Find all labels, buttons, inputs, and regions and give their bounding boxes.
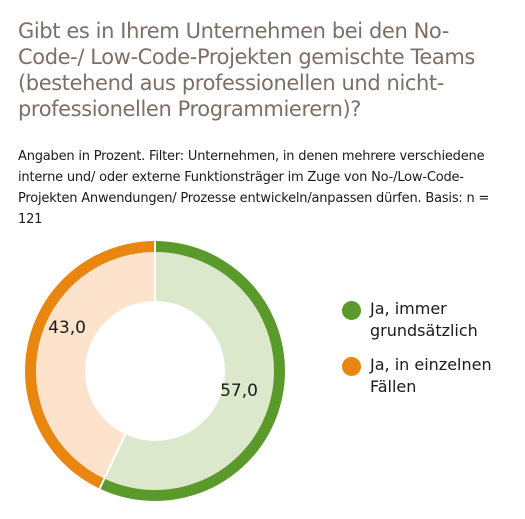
legend-label: Ja, immer grundsätzlich	[370, 299, 478, 340]
chart-title: Gibt es in Ihrem Unternehmen bei den No-…	[18, 19, 475, 121]
chart-legend: Ja, immer grundsätzlich Ja, in einzelnen…	[342, 298, 522, 410]
donut-slice-ja-immer	[104, 252, 274, 491]
chart-subtitle: Angaben in Prozent. Filter: Unternehmen,…	[18, 149, 490, 227]
data-label-ja-immer: 57,0	[220, 381, 258, 401]
legend-swatch-orange	[342, 357, 361, 376]
donut-slice-ja-einzelnen	[36, 252, 155, 479]
legend-item-ja-immer: Ja, immer grundsätzlich	[342, 298, 522, 342]
legend-swatch-green	[342, 301, 361, 320]
slice-separator	[98, 433, 127, 490]
legend-label: Ja, in einzelnen Fällen	[370, 355, 492, 396]
legend-item-ja-einzelnen: Ja, in einzelnen Fällen	[342, 354, 522, 398]
data-label-ja-einzelnen: 43,0	[48, 318, 86, 338]
